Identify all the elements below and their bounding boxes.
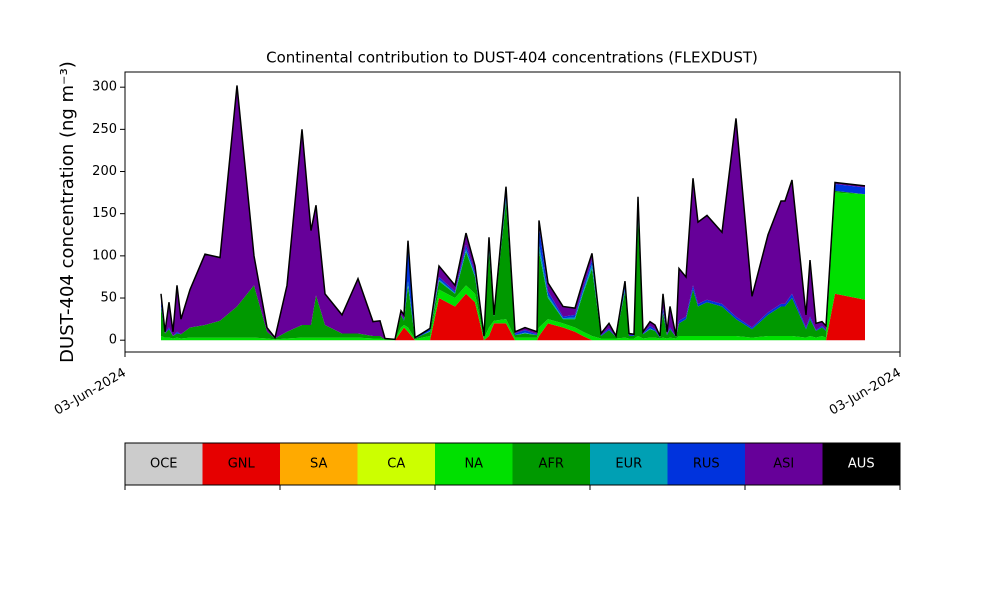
- legend-swatch: [357, 443, 435, 485]
- legend-label: AUS: [848, 457, 875, 472]
- y-axis-label: DUST-404 concentration (ng m⁻³): [57, 61, 78, 363]
- legend-swatch: [125, 443, 203, 485]
- total-outline: [160, 85, 866, 341]
- y-tick-label: 50: [100, 291, 117, 306]
- legend-swatch: [822, 443, 900, 485]
- chart-title: Continental contribution to DUST-404 con…: [266, 49, 758, 67]
- x-tick-label: 03-Jun-2024: [827, 366, 904, 419]
- legend-swatch: [435, 443, 513, 485]
- legend-label: OCE: [150, 457, 178, 472]
- y-tick-label: 150: [92, 206, 117, 221]
- legend-label: RUS: [693, 457, 720, 472]
- legend-swatch: [667, 443, 745, 485]
- axes-frame: [124, 71, 901, 353]
- legend-label: ASI: [773, 457, 794, 472]
- area-asi: [161, 85, 865, 340]
- plot-area: [160, 85, 866, 341]
- legend-label: CA: [387, 457, 405, 472]
- legend-label: GNL: [228, 457, 256, 472]
- y-tick-label: 0: [109, 333, 117, 348]
- y-tick-label: 100: [92, 248, 117, 263]
- legend-label: SA: [310, 457, 327, 472]
- legend-swatch: [512, 443, 590, 485]
- y-tick-label: 200: [92, 164, 117, 179]
- legend-label: AFR: [539, 457, 564, 472]
- colorbar: OCE GNL SA CA NA AFR EUR RUS ASI AUS: [124, 442, 901, 490]
- legend-swatch: [280, 443, 358, 485]
- legend-label: NA: [464, 457, 483, 472]
- y-tick-label: 250: [92, 122, 117, 137]
- legend-swatch: [202, 443, 280, 485]
- x-tick-label: 03-Jun-2024: [52, 366, 129, 419]
- legend-swatch: [590, 443, 668, 485]
- legend-swatch: [745, 443, 823, 485]
- colorbar-frame: [124, 442, 901, 486]
- legend-label: EUR: [615, 457, 642, 472]
- y-tick-label: 300: [92, 80, 117, 95]
